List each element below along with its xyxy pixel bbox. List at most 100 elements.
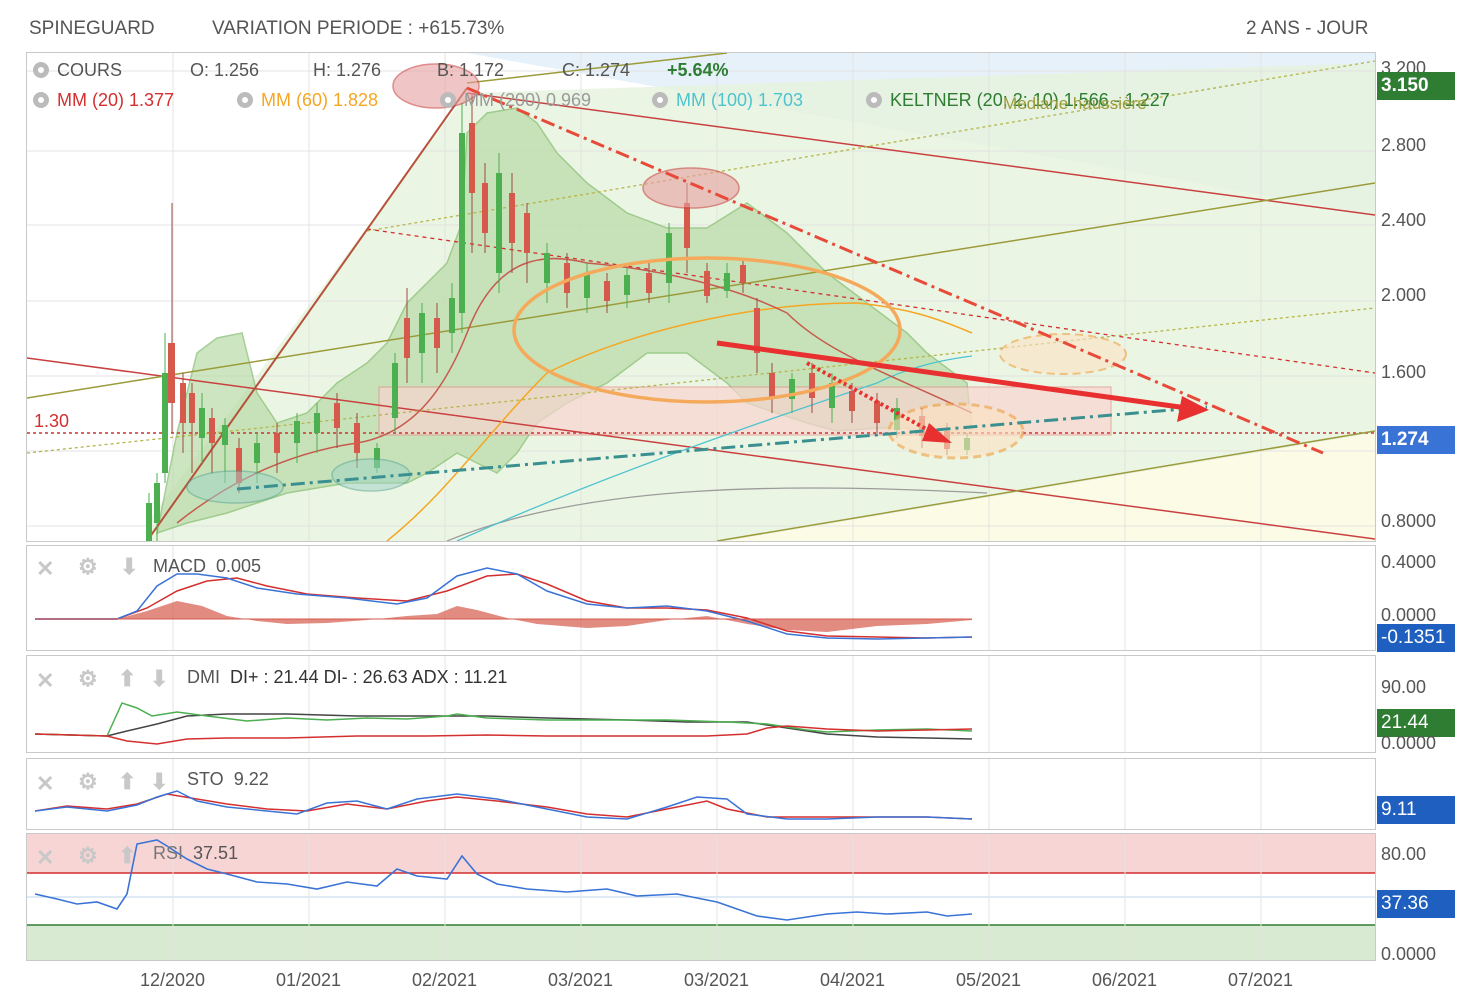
target-ellipse bbox=[999, 333, 1127, 375]
sto-value: 9.22 bbox=[233, 769, 269, 789]
y-tick: 2.800 bbox=[1381, 135, 1427, 155]
mm200-line bbox=[446, 487, 988, 541]
sto-line bbox=[34, 790, 973, 820]
oversold-zone bbox=[27, 925, 1375, 960]
y-tick: 2.400 bbox=[1381, 210, 1427, 230]
ticker-title: SPINEGUARD bbox=[29, 18, 155, 39]
red-dotted-mid bbox=[366, 228, 1375, 374]
current-ellipse bbox=[887, 402, 1025, 460]
di-minus-line bbox=[34, 725, 973, 745]
arrow-up-icon[interactable]: ⬆ bbox=[118, 843, 137, 868]
x-tick: 02/2021 bbox=[412, 970, 478, 990]
keltner-band bbox=[156, 107, 973, 535]
sto-label: STO 9.22 bbox=[187, 769, 269, 789]
arrow-down-icon[interactable]: ⬇ bbox=[120, 554, 139, 579]
last-price-tag: 3.150 bbox=[1377, 72, 1455, 100]
gear-icon[interactable] bbox=[33, 92, 49, 108]
olive-dotted-2 bbox=[27, 307, 1375, 454]
mm60-line bbox=[386, 302, 973, 541]
olive-line-1 bbox=[27, 182, 1375, 399]
mm60-legend[interactable]: MM (60) 1.828 bbox=[237, 90, 378, 111]
sto-tag: 9.11 bbox=[1377, 796, 1455, 824]
teal-support-line bbox=[236, 405, 1208, 491]
price-panel[interactable] bbox=[26, 52, 1376, 542]
period-selector[interactable]: 2 ANS - JOUR bbox=[1246, 18, 1369, 39]
red-channel-top bbox=[466, 92, 1375, 216]
support-ellipse-1 bbox=[186, 470, 284, 504]
low-value: B: 1.172 bbox=[437, 60, 505, 80]
adx-line bbox=[34, 713, 973, 740]
dmi-panel[interactable] bbox=[26, 655, 1376, 753]
macd-line bbox=[35, 567, 973, 640]
rsi-label: RSI 37.51 bbox=[153, 843, 239, 863]
yellow-zone bbox=[727, 433, 1375, 541]
gear-icon[interactable]: ⚙ bbox=[78, 843, 98, 868]
x-tick: 05/2021 bbox=[956, 970, 1022, 990]
second-peak-ellipse bbox=[642, 167, 740, 209]
x-tick: 01/2021 bbox=[276, 970, 342, 990]
y-tick: 80.00 bbox=[1381, 844, 1427, 864]
support-ellipse-2 bbox=[331, 458, 411, 492]
x-tick: 03/2021 bbox=[548, 970, 614, 990]
top-peak-ellipse bbox=[392, 63, 480, 109]
gear-icon[interactable] bbox=[440, 92, 456, 108]
arrow-up-icon[interactable]: ⬆ bbox=[118, 769, 137, 794]
arrow-down-icon[interactable]: ⬇ bbox=[150, 769, 169, 794]
gear-icon[interactable] bbox=[33, 62, 49, 78]
x-tick: 04/2021 bbox=[820, 970, 886, 990]
olive-dotted-1 bbox=[366, 60, 1375, 232]
candles bbox=[146, 93, 970, 541]
rsi-line bbox=[34, 839, 973, 921]
y-tick: 0.4000 bbox=[1381, 552, 1437, 572]
x-tick: 06/2021 bbox=[1092, 970, 1158, 990]
gear-icon[interactable] bbox=[866, 92, 882, 108]
sto-svg bbox=[34, 759, 1262, 829]
gear-icon[interactable]: ⚙ bbox=[78, 769, 98, 794]
macd-histogram bbox=[35, 601, 972, 632]
mm200-legend[interactable]: MM (200) 0.969 bbox=[440, 90, 591, 111]
median-annotation: Mediane haussière bbox=[1003, 94, 1147, 113]
rsi-value: 37.51 bbox=[193, 843, 239, 863]
sto-panel[interactable] bbox=[26, 758, 1376, 830]
level-label: 1.30 bbox=[34, 411, 70, 431]
gear-icon[interactable]: ⚙ bbox=[78, 554, 98, 579]
macd-signal-line bbox=[35, 573, 973, 639]
y-tick: 0.8000 bbox=[1381, 511, 1437, 531]
mm100-legend[interactable]: MM (100) 1.703 bbox=[652, 90, 803, 111]
dmi-label: DMI DI+ : 21.44 DI- : 26.63 ADX : 11.21 bbox=[187, 667, 508, 687]
arrow-down-icon[interactable]: ⬇ bbox=[150, 666, 169, 691]
arrow-up-icon[interactable]: ⬆ bbox=[118, 666, 137, 691]
y-tick: 1.600 bbox=[1381, 362, 1427, 382]
pitchfork-handle bbox=[146, 87, 468, 541]
cours-label[interactable]: COURS bbox=[33, 60, 122, 81]
open-value: O: 1.256 bbox=[190, 60, 260, 80]
change-value: +5.64% bbox=[667, 60, 729, 80]
gear-icon[interactable] bbox=[652, 92, 668, 108]
x-tick: 03/2021 bbox=[684, 970, 750, 990]
rsi-panel[interactable] bbox=[26, 833, 1376, 961]
olive-line-2 bbox=[466, 53, 728, 84]
close-icon[interactable]: ✕ bbox=[36, 845, 55, 870]
x-tick: 07/2021 bbox=[1228, 970, 1294, 990]
current-price-tag: 1.274 bbox=[1377, 426, 1455, 454]
red-arrow-head bbox=[1177, 396, 1209, 422]
gear-icon[interactable]: ⚙ bbox=[78, 666, 98, 691]
mm20-legend[interactable]: MM (20) 1.377 bbox=[33, 90, 174, 111]
close-icon[interactable]: ✕ bbox=[36, 771, 55, 796]
close-icon[interactable]: ✕ bbox=[36, 556, 55, 581]
red-arrow-main bbox=[716, 340, 1188, 411]
y-tick: 90.00 bbox=[1381, 677, 1427, 697]
macd-panel[interactable] bbox=[26, 545, 1376, 651]
close-icon[interactable]: ✕ bbox=[36, 668, 55, 693]
macd-label: MACD 0.005 bbox=[153, 556, 262, 576]
gear-icon[interactable] bbox=[237, 92, 253, 108]
macd-value: 0.005 bbox=[216, 556, 262, 576]
y-tick: 0.0000 bbox=[1381, 733, 1437, 753]
red-downtrend bbox=[466, 86, 1324, 455]
price-chart-svg bbox=[27, 53, 1375, 541]
rsi-svg bbox=[27, 834, 1375, 960]
y-tick: 0.0000 bbox=[1381, 605, 1437, 625]
keltner-legend[interactable]: KELTNER (20; 2; 10) 1.566 - 1.227 bbox=[866, 90, 1170, 111]
dmi-values: DI+ : 21.44 DI- : 26.63 ADX : 11.21 bbox=[230, 667, 508, 687]
red-arrow-small bbox=[806, 361, 938, 437]
